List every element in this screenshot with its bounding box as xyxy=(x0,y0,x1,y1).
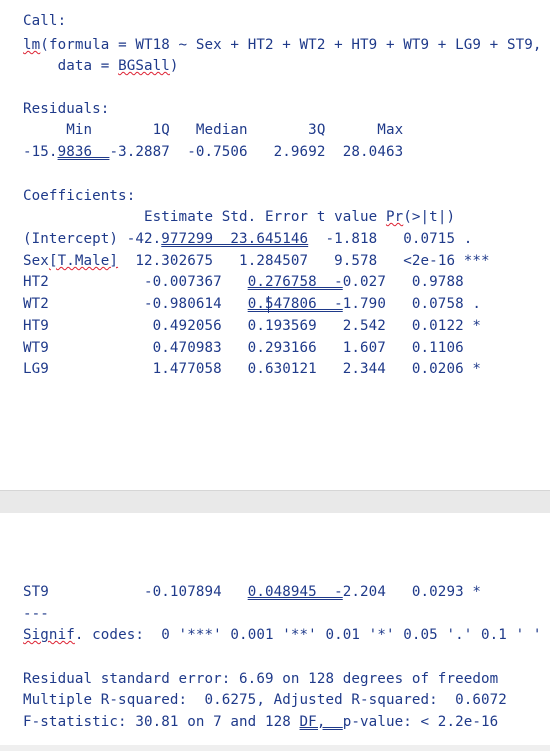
call-close-paren: ) xyxy=(169,58,179,74)
coefficients-header: Coefficients: xyxy=(23,188,136,204)
coef-row-wt9: WT9 0.470983 0.293166 1.607 0.1106 xyxy=(23,340,464,356)
coef-row-ht2: HT2 -0.007367 0.276758 -0.027 0.9788 xyxy=(23,273,464,291)
coef-cell: 12.302675 1.284507 9.578 <2e-16 *** xyxy=(118,253,490,269)
pr-label-suffix: (>|t|) xyxy=(403,209,456,225)
coef-cell: -1.818 0.0715 . xyxy=(308,231,473,247)
separator: --- xyxy=(23,606,49,622)
coef-cell: 1.790 0.0758 . xyxy=(342,296,482,312)
data-arg-label: data = xyxy=(23,58,119,74)
output-page-1: Call: lm(formula = WT18 ~ Sex + HT2 + WT… xyxy=(23,13,542,377)
residual-std-error: Residual standard error: 6.69 on 128 deg… xyxy=(23,671,499,687)
f-stat-text: F-statistic: 30.81 on 7 and 128 xyxy=(23,714,300,730)
residual-min-underlined: 9836 xyxy=(57,144,110,160)
output-page-2: ST9 -0.107894 0.048945 -2.204 0.0293 * -… xyxy=(0,513,550,751)
coef-cell: 2.204 0.0293 * xyxy=(342,584,482,600)
pr-label: Pr xyxy=(385,209,404,225)
r-squared: Multiple R-squared: 0.6275, Adjusted R-s… xyxy=(23,692,507,708)
f-statistic: F-statistic: 30.81 on 7 and 128 DF, p-va… xyxy=(23,713,498,731)
signif-word: Signif xyxy=(23,627,75,643)
residuals-labels: Min 1Q Median 3Q Max xyxy=(23,122,404,138)
coef-cell-underlined: 977299 23.645146 xyxy=(161,231,309,247)
call-data-line: data = BGSall) xyxy=(23,57,179,75)
coef-cell-underlined: 0.547806 - xyxy=(247,296,343,312)
residual-rest: -3.2887 -0.7506 2.9692 28.0463 xyxy=(109,144,404,160)
coef-cell: (Intercept) -42. xyxy=(23,231,162,247)
data-arg-value: BGSall xyxy=(118,58,170,74)
coef-cell: HT2 -0.007367 xyxy=(23,274,248,290)
coef-col-labels: Estimate Std. Error t value xyxy=(23,209,386,225)
residual-min-part: -15. xyxy=(23,144,58,160)
coef-column-headers: Estimate Std. Error t value Pr(>|t|) xyxy=(23,208,455,226)
coef-row-wt2: WT2 -0.980614 0.547806 -1.790 0.0758 . xyxy=(23,295,481,313)
coef-cell: WT2 -0.980614 xyxy=(23,296,248,312)
coef-row-st9: ST9 -0.107894 0.048945 -2.204 0.0293 * xyxy=(23,583,481,601)
p-value-text: p-value: < 2.2e-16 xyxy=(342,714,499,730)
signif-rest: . codes: 0 '***' 0.001 '**' 0.01 '*' 0.0… xyxy=(74,627,550,643)
call-header: Call: xyxy=(23,13,67,29)
residuals-header: Residuals: xyxy=(23,101,110,117)
coef-row-sex: Sex[T.Male] 12.302675 1.284507 9.578 <2e… xyxy=(23,252,490,270)
bottom-edge xyxy=(0,745,550,751)
coef-cell-underlined: 0.048945 - xyxy=(247,584,343,600)
df-underlined: DF, xyxy=(299,714,343,730)
lm-function: lm xyxy=(23,37,41,53)
coef-cell: Sex xyxy=(23,253,49,269)
coef-row-intercept: (Intercept) -42.977299 23.645146 -1.818 … xyxy=(23,230,472,248)
coef-row-ht9: HT9 0.492056 0.193569 2.542 0.0122 * xyxy=(23,318,482,334)
formula-text: (formula = WT18 ~ Sex + HT2 + WT2 + HT9 … xyxy=(40,37,542,53)
coef-cell-squiggle: [T.Male] xyxy=(48,253,119,269)
page-break xyxy=(0,490,550,514)
coef-cell: ST9 -0.107894 xyxy=(23,584,248,600)
residuals-values: -15.9836 -3.2887 -0.7506 2.9692 28.0463 xyxy=(23,143,403,161)
coef-cell: 0.027 0.9788 xyxy=(342,274,464,290)
call-formula-line: lm(formula = WT18 ~ Sex + HT2 + WT2 + HT… xyxy=(23,36,542,54)
text-cursor xyxy=(268,296,269,313)
coef-cell-underlined: 0.276758 - xyxy=(247,274,343,290)
signif-codes: Signif. codes: 0 '***' 0.001 '**' 0.01 '… xyxy=(23,626,550,644)
coef-row-lg9: LG9 1.477058 0.630121 2.344 0.0206 * xyxy=(23,361,482,377)
